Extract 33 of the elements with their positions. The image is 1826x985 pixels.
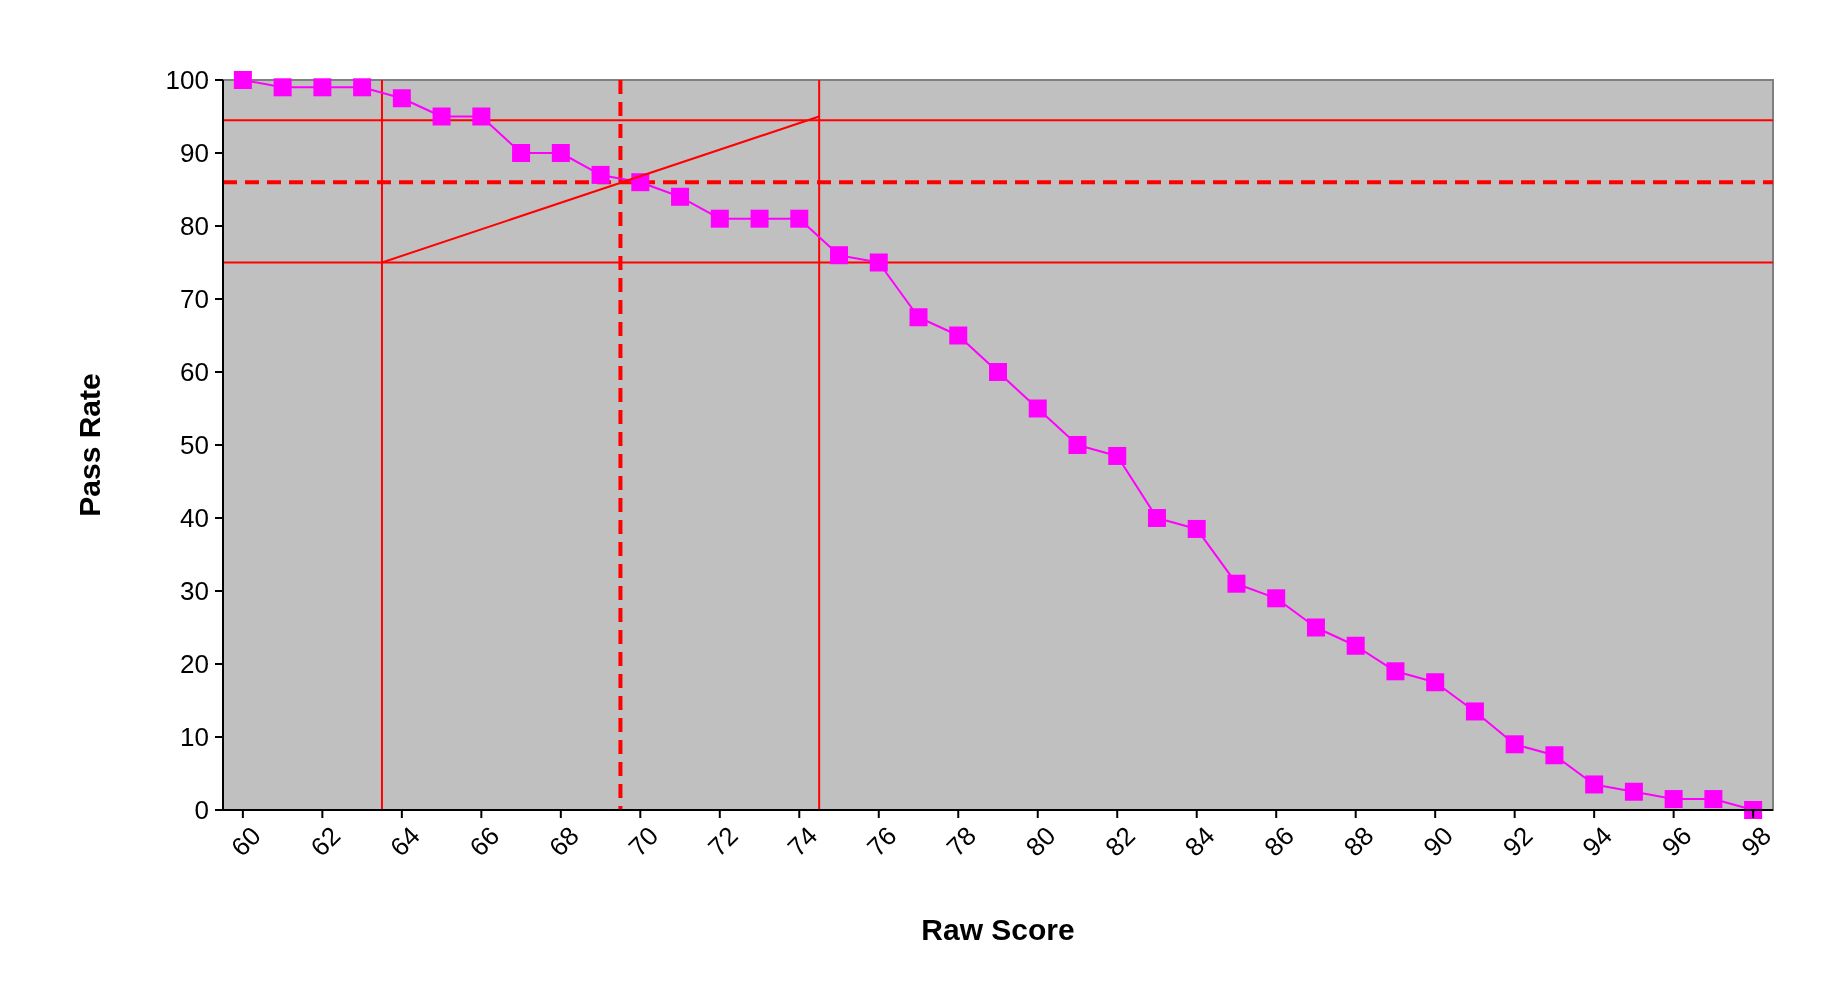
x-tick-label: 64 [384,820,426,863]
y-tick-label: 30 [180,576,209,606]
x-tick-label: 90 [1417,820,1459,863]
x-tick-label: 76 [860,820,903,863]
y-tick-label: 70 [180,284,209,314]
x-tick-label: 72 [701,820,744,863]
x-tick-label: 68 [542,820,585,863]
y-tick-label: 40 [180,503,209,533]
y-tick-label: 0 [194,795,209,825]
x-tick-label: 92 [1496,820,1539,863]
x-tick-label: 70 [622,820,665,863]
y-tick-label: 60 [180,357,209,387]
x-tick-label: 98 [1735,820,1777,863]
y-axis-title: Pass Rate [73,373,106,517]
x-tick-label: 62 [304,820,347,863]
y-tick-label: 90 [180,138,209,168]
y-tick-label: 80 [180,211,209,241]
x-tick-label: 66 [463,820,506,863]
x-axis-title: Raw Score [921,913,1075,946]
y-tick-label: 50 [180,430,209,460]
x-tick-label: 94 [1576,820,1618,863]
x-tick-label: 86 [1258,820,1301,863]
x-tick-label: 60 [225,820,267,863]
x-tick-label: 78 [940,820,983,863]
x-tick-label: 82 [1099,820,1142,863]
x-tick-label: 84 [1178,820,1221,863]
x-tick-label: 96 [1655,820,1698,863]
x-tick-label: 74 [781,820,824,863]
y-tick-label: 10 [180,722,209,752]
x-tick-label: 80 [1019,820,1062,863]
y-tick-label: 100 [165,65,209,95]
x-tick-label: 88 [1337,820,1380,863]
y-tick-label: 20 [180,649,209,679]
